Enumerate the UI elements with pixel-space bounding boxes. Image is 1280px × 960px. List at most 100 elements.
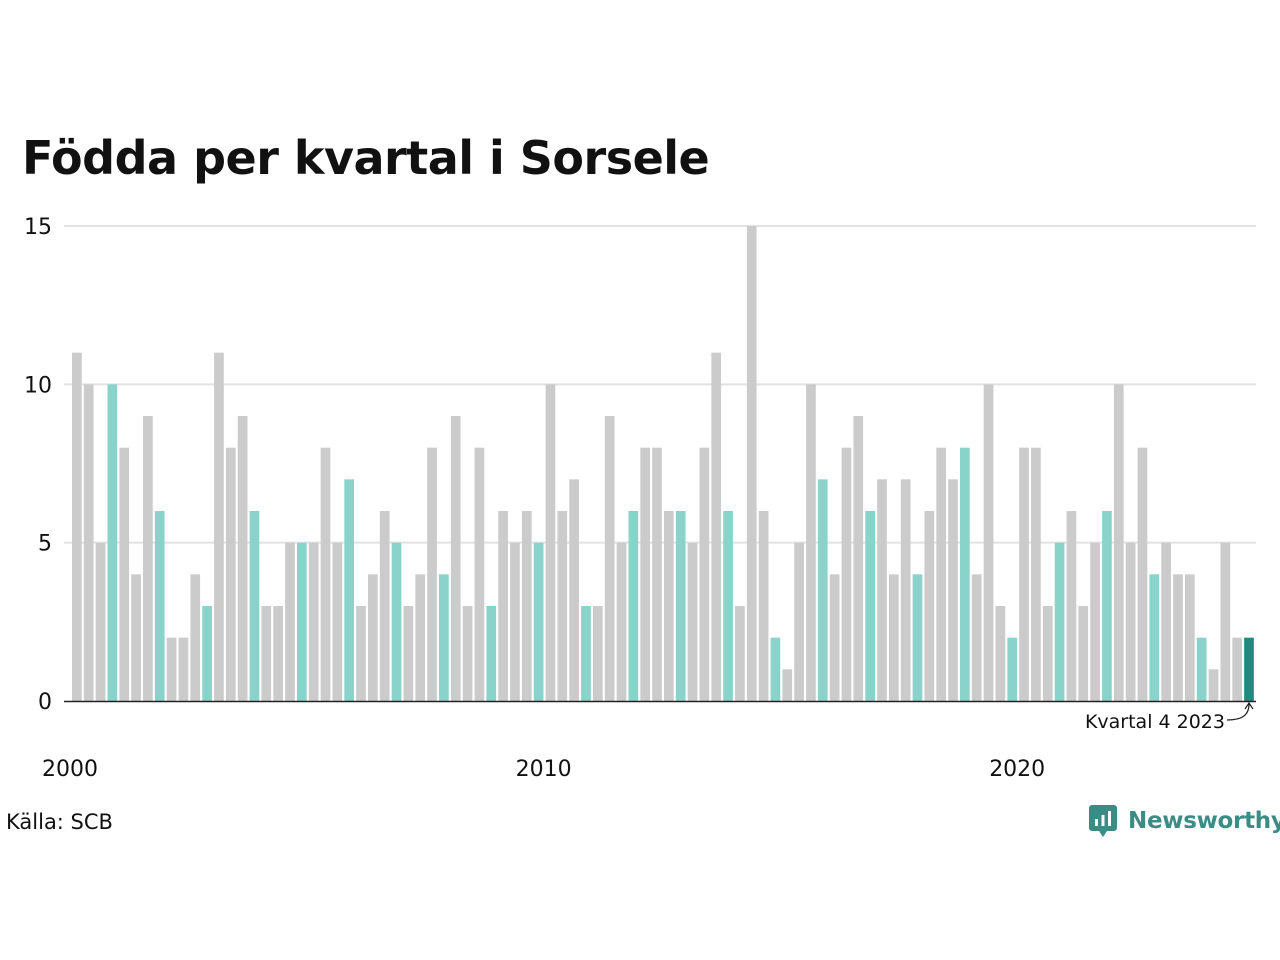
bar [1208,669,1219,701]
bar [415,574,426,701]
bar [320,447,331,701]
bar [332,542,343,701]
chart-bubble-icon [1089,805,1117,837]
bar [924,511,935,701]
bar [592,606,603,701]
y-axis-ticks: 0 5 10 15 [24,215,52,715]
bar [202,606,212,701]
bar [711,352,722,701]
bar [190,574,201,701]
bar [616,542,627,701]
bar [403,606,414,701]
bar [178,637,189,701]
bar [1066,511,1077,701]
y-tick-label: 5 [38,532,52,557]
bar [427,447,437,701]
bar [900,479,911,701]
bar [652,447,662,701]
x-axis-ticks: 2000 2010 2020 [42,757,1045,782]
bar [723,511,733,701]
bars [72,226,1254,701]
bar [261,606,272,701]
bar [1102,511,1112,701]
bar [1031,447,1041,701]
bar [735,606,745,701]
bar [498,511,508,701]
y-tick-label: 15 [24,215,52,240]
bar [1244,637,1254,701]
bar [912,574,923,701]
bar [782,669,793,701]
bar [1196,637,1207,701]
bar [746,226,757,701]
bar [214,352,224,701]
bar [308,542,319,701]
bar [687,542,698,701]
bar [853,416,864,701]
brand-logo: Newsworthy [1088,804,1280,838]
y-tick-label: 10 [24,373,52,398]
bar [995,606,1006,701]
bar [948,479,958,701]
bar [1090,542,1100,701]
bar [1054,542,1065,701]
bar [368,574,378,701]
x-tick-label: 2000 [42,757,98,782]
bar [865,511,875,701]
bar [119,447,130,701]
bar [379,511,390,701]
bar [628,511,639,701]
bar [888,574,899,701]
source-label: Källa: SCB [6,810,113,834]
bar [107,384,118,701]
bar [770,637,781,701]
bar [806,384,816,701]
bar [675,511,686,701]
bar [1184,574,1195,701]
bar [83,384,94,701]
bar [1220,542,1231,701]
bar [225,447,236,701]
bar [1125,542,1136,701]
brand-name: Newsworthy [1128,808,1280,834]
bar [521,511,532,701]
bar [794,542,804,701]
bar [841,447,852,701]
bar [72,352,82,701]
bar [664,511,674,701]
bar [604,416,615,701]
x-tick-label: 2010 [516,757,572,782]
bar [344,479,355,701]
bar [640,447,651,701]
bar [1149,574,1160,701]
bar [877,479,887,701]
y-tick-label: 0 [38,690,52,715]
bar [699,447,710,701]
bar [581,606,591,701]
bar [391,542,402,701]
bar [1161,542,1171,701]
bar [817,479,828,701]
bar [758,511,769,701]
bar [450,416,461,701]
bar [143,416,153,701]
bar [569,479,579,701]
bar [1232,637,1243,701]
bar [983,384,994,701]
bar [249,511,260,701]
bar [131,574,141,701]
bar [971,574,982,701]
bar [960,447,970,701]
bar [154,511,165,701]
x-tick-label: 2020 [989,757,1045,782]
bar [557,511,568,701]
bar [510,542,520,701]
annotation-arrow [1227,701,1254,721]
bar [237,416,248,701]
bar [545,384,556,701]
bar [462,606,473,701]
bar [95,542,106,701]
chart-title: Födda per kvartal i Sorsele [22,131,710,185]
bar [1137,447,1148,701]
bar [273,606,283,701]
